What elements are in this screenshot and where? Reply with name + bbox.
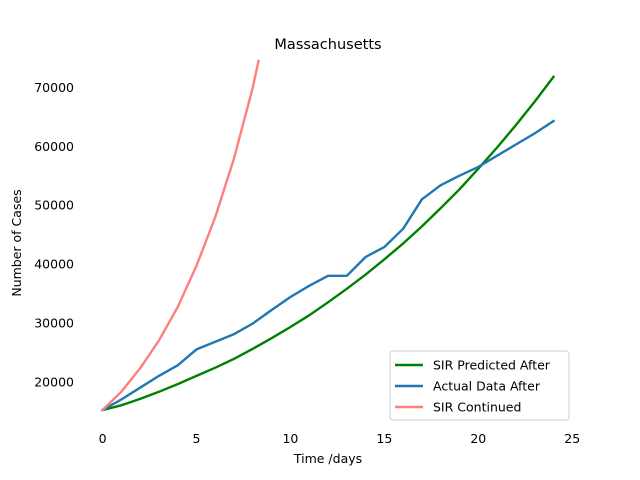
series-line-1 <box>100 119 556 412</box>
legend: SIR Predicted After Actual Data After SIR … <box>389 350 570 421</box>
y-tick-label: 40000 <box>34 257 74 272</box>
y-tick-label: 20000 <box>34 374 74 389</box>
series-line-2 <box>100 59 260 412</box>
y-tick-label: 70000 <box>34 80 74 95</box>
y-tick-labels: 20000 30000 40000 50000 60000 70000 <box>34 80 74 389</box>
series-lines <box>100 59 556 412</box>
x-tick-label: 0 <box>99 431 107 446</box>
y-tick-label: 30000 <box>34 315 74 330</box>
legend-label-2: SIR Continued <box>433 400 521 415</box>
y-tick-label: 60000 <box>34 139 74 154</box>
x-tick-label: 15 <box>376 431 392 446</box>
legend-label-0: SIR Predicted After <box>433 358 551 373</box>
chart-title: Massachusetts <box>274 37 381 53</box>
legend-box <box>389 350 570 421</box>
y-tick-label: 50000 <box>34 198 74 213</box>
y-axis-label: Number of Cases <box>9 189 24 296</box>
x-axis-label: Time /days <box>293 451 362 466</box>
series-line-0 <box>101 75 556 412</box>
legend-label-1: Actual Data After <box>433 379 541 394</box>
x-tick-label: 10 <box>282 431 298 446</box>
x-tick-label: 20 <box>470 431 486 446</box>
x-tick-labels: 0 5 10 15 20 25 <box>99 431 581 446</box>
x-tick-label: 25 <box>564 431 580 446</box>
x-tick-label: 5 <box>193 431 201 446</box>
